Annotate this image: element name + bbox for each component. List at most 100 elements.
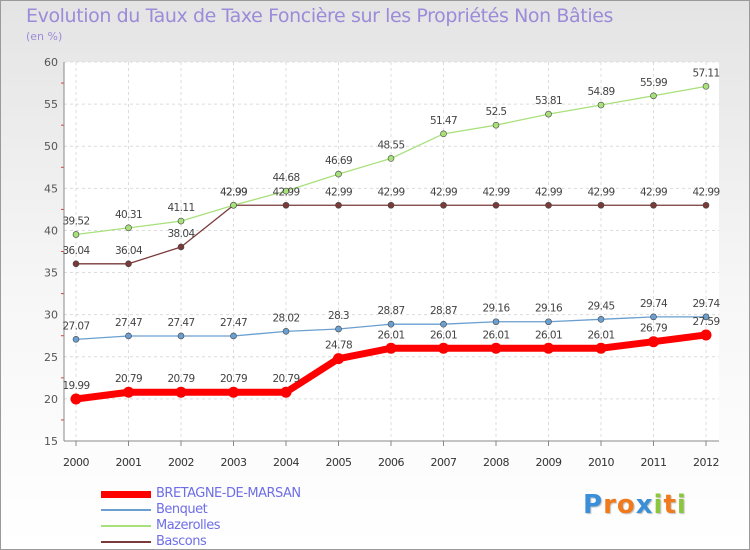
y-tick-label: 45 bbox=[44, 182, 58, 195]
data-point bbox=[650, 313, 657, 321]
x-tick-label: 2008 bbox=[483, 456, 509, 469]
data-label: 29.45 bbox=[587, 300, 614, 312]
y-tick-label: 50 bbox=[44, 140, 58, 153]
logo-letter: i bbox=[676, 490, 687, 520]
legend-swatch bbox=[101, 525, 151, 527]
legend-swatch bbox=[101, 509, 151, 511]
data-point bbox=[125, 332, 132, 340]
data-label: 53.81 bbox=[535, 95, 562, 107]
x-tick-label: 2007 bbox=[431, 456, 457, 469]
y-tick-label: 55 bbox=[44, 98, 58, 111]
x-tick-label: 2004 bbox=[273, 456, 299, 469]
data-label: 28.87 bbox=[430, 305, 457, 317]
data-point bbox=[70, 393, 82, 405]
x-tick-label: 2011 bbox=[641, 456, 667, 469]
y-tick-label: 20 bbox=[44, 393, 58, 406]
data-label: 20.79 bbox=[272, 373, 299, 385]
data-label: 29.16 bbox=[482, 303, 510, 315]
data-label: 29.16 bbox=[535, 303, 563, 315]
data-label: 20.79 bbox=[115, 373, 142, 385]
data-label: 28.3 bbox=[328, 310, 349, 322]
data-label: 29.74 bbox=[640, 298, 668, 310]
data-label: 24.78 bbox=[325, 340, 352, 352]
data-point bbox=[333, 353, 344, 365]
data-point bbox=[230, 332, 237, 340]
data-label: 20.79 bbox=[167, 373, 194, 385]
data-point bbox=[280, 386, 292, 398]
data-label: 26.01 bbox=[430, 329, 457, 341]
proxiti-logo: Proxiti bbox=[583, 490, 687, 520]
data-label: 27.47 bbox=[167, 317, 194, 329]
legend-item: Bascons bbox=[101, 534, 401, 549]
data-label: 36.04 bbox=[62, 245, 90, 257]
data-label: 26.01 bbox=[535, 329, 562, 341]
legend-item: Mazerolles bbox=[101, 518, 401, 534]
data-point bbox=[440, 130, 447, 138]
data-label: 48.55 bbox=[377, 139, 404, 151]
data-point bbox=[175, 386, 187, 398]
data-label: 26.79 bbox=[640, 323, 667, 335]
data-label: 42.99 bbox=[430, 186, 457, 198]
data-label: 42.99 bbox=[272, 186, 299, 198]
data-point bbox=[228, 386, 239, 398]
data-point bbox=[492, 121, 500, 129]
data-label: 39.52 bbox=[62, 215, 89, 227]
data-label: 52.5 bbox=[486, 106, 507, 118]
data-label: 26.01 bbox=[377, 329, 404, 341]
data-point bbox=[125, 224, 132, 232]
data-point bbox=[282, 328, 290, 335]
legend-label: Benquet bbox=[156, 502, 208, 517]
x-tick-label: 2006 bbox=[378, 456, 404, 469]
data-point bbox=[440, 201, 447, 209]
data-point bbox=[597, 101, 605, 109]
logo-letter: P bbox=[583, 490, 604, 520]
y-tick-label: 40 bbox=[44, 224, 58, 237]
data-label: 42.99 bbox=[220, 186, 247, 198]
data-point bbox=[492, 201, 500, 209]
chart-legend: BRETAGNE-DE-MARSAN Benquet Mazerolles Basco… bbox=[101, 486, 401, 549]
data-label: 42.99 bbox=[220, 186, 247, 198]
y-tick-label: 30 bbox=[44, 309, 58, 322]
legend-label: BRETAGNE-DE-MARSAN bbox=[156, 486, 301, 501]
y-tick-label: 25 bbox=[44, 351, 58, 364]
data-label: 26.01 bbox=[482, 329, 509, 341]
data-point bbox=[492, 318, 500, 326]
data-point bbox=[440, 320, 447, 328]
data-label: 27.47 bbox=[220, 317, 247, 329]
data-point bbox=[700, 329, 712, 341]
x-tick-label: 2010 bbox=[588, 456, 614, 469]
data-label: 46.69 bbox=[325, 155, 352, 167]
data-point bbox=[335, 170, 342, 178]
data-label: 42.99 bbox=[587, 186, 614, 198]
data-label: 44.68 bbox=[272, 172, 299, 184]
data-point bbox=[177, 243, 185, 251]
data-point bbox=[282, 201, 290, 209]
data-point bbox=[438, 342, 449, 354]
x-tick-label: 2000 bbox=[63, 456, 89, 469]
y-tick-label: 15 bbox=[44, 435, 58, 448]
data-label: 42.99 bbox=[535, 186, 562, 198]
data-label: 42.99 bbox=[377, 186, 404, 198]
data-label: 19.99 bbox=[62, 380, 89, 392]
data-point bbox=[545, 318, 552, 326]
data-point bbox=[702, 201, 710, 209]
data-label: 42.99 bbox=[692, 186, 719, 198]
data-label: 27.59 bbox=[692, 316, 719, 328]
data-label: 57.11 bbox=[692, 67, 719, 79]
data-point bbox=[648, 336, 659, 348]
data-point bbox=[543, 342, 554, 354]
chart-title: Evolution du Taux de Taxe Foncière sur l… bbox=[26, 5, 614, 27]
data-label: 55.99 bbox=[640, 77, 667, 89]
x-tick-label: 2002 bbox=[168, 456, 194, 469]
data-point bbox=[387, 155, 395, 162]
data-point bbox=[702, 313, 710, 321]
data-label: 26.01 bbox=[587, 329, 614, 341]
x-tick-label: 2005 bbox=[326, 456, 352, 469]
data-label: 20.79 bbox=[220, 373, 247, 385]
data-point bbox=[597, 201, 605, 209]
x-tick-label: 2003 bbox=[221, 456, 247, 469]
data-point bbox=[387, 201, 395, 209]
data-point bbox=[335, 201, 342, 209]
